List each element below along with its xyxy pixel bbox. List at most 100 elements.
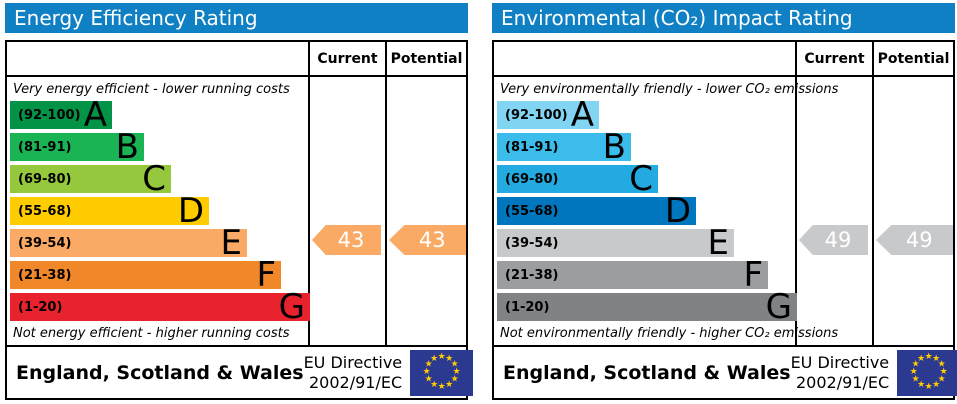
band-c-letter: C (142, 159, 166, 199)
eu-star-icon: ★ (917, 379, 926, 390)
energy-efficiency-panel: Energy Efficiency Rating Current Potenti… (5, 3, 474, 400)
band-d-range: (55-68) (505, 203, 559, 219)
eu-directive-label: EU Directive 2002/91/EC (791, 353, 890, 391)
eu-star-icon: ★ (445, 379, 454, 390)
panel-footer: England, Scotland & Wales EU Directive 2… (5, 345, 474, 400)
band-d-letter: D (177, 191, 204, 231)
eu-star-icon: ★ (937, 374, 946, 384)
band-b: (81-91) B (497, 127, 631, 167)
band-e-letter: E (707, 223, 729, 263)
potential-column-header: Potential (874, 42, 953, 77)
eu-star-icon: ★ (445, 353, 454, 364)
eu-directive-line1: EU Directive (790, 353, 890, 373)
energy-rating-table: Current Potential Very energy efficient … (5, 40, 468, 347)
potential-column-header: Potential (387, 42, 466, 77)
band-d-range: (55-68) (18, 203, 72, 219)
potential-rating-arrow: 43 (389, 225, 466, 255)
band-a-range: (92-100) (505, 107, 568, 123)
band-d: (55-68) D (10, 191, 209, 231)
band-g-range: (1-20) (18, 299, 63, 315)
band-b-range: (81-91) (505, 139, 559, 155)
band-a-range: (92-100) (18, 107, 81, 123)
band-b: (81-91) B (10, 130, 144, 164)
eu-directive-line1: EU Directive (303, 353, 403, 373)
bottom-note: Not energy efficient - higher running co… (13, 326, 290, 341)
top-note: Very energy efficient - lower running co… (13, 82, 290, 97)
band-e-letter: E (220, 223, 242, 263)
current-value-cell: 43 (310, 77, 387, 345)
band-b-range: (81-91) (18, 139, 72, 155)
panel-footer: England, Scotland & Wales EU Directive 2… (492, 345, 957, 400)
energy-bands-column: Very energy efficient - lower running co… (7, 77, 310, 345)
eu-star-icon: ★ (932, 353, 941, 364)
band-g-range: (1-20) (505, 299, 550, 315)
eu-flag-icon: ★ ★ ★ ★ ★ ★ ★ ★ ★ ★ ★ ★ (897, 349, 957, 396)
potential-rating-arrow: 49 (876, 225, 953, 255)
eu-star-icon: ★ (430, 379, 439, 390)
region-label: England, Scotland & Wales (16, 361, 304, 384)
band-a-letter: A (83, 95, 107, 135)
eu-star-icon: ★ (422, 366, 431, 377)
band-e-range: (39-54) (18, 235, 72, 251)
band-e: (39-54) E (497, 223, 734, 263)
eu-star-icon: ★ (911, 359, 920, 369)
current-rating-arrow: 43 (312, 225, 381, 255)
environmental-impact-panel: Environmental (CO₂) Impact Rating Curren… (492, 3, 957, 400)
panel-title-energy: Energy Efficiency Rating (5, 3, 468, 33)
current-rating-arrow: 49 (799, 225, 868, 255)
table-header-row: Current Potential (7, 42, 466, 77)
bottom-note: Not environmentally friendly - higher CO… (500, 326, 839, 341)
eu-directive-line2: 2002/91/EC (309, 372, 403, 392)
current-value-cell: 49 (797, 77, 874, 345)
co2-bands-column: Very environmentally friendly - lower CO… (494, 77, 839, 345)
band-a: (92-100) A (497, 98, 599, 132)
region-label: England, Scotland & Wales (503, 361, 791, 384)
eu-star-icon: ★ (437, 381, 446, 392)
band-g: (1-20) G (10, 287, 310, 327)
band-e: (39-54) E (10, 223, 247, 263)
band-c-range: (69-80) (505, 171, 559, 187)
eu-directive-label: EU Directive 2002/91/EC (304, 353, 403, 391)
band-f: (21-38) F (10, 258, 281, 292)
table-body-row: Very environmentally friendly - lower CO… (494, 77, 953, 345)
eu-directive-line2: 2002/91/EC (796, 372, 890, 392)
band-g-letter: G (278, 287, 305, 327)
potential-value-cell: 49 (874, 77, 953, 345)
eu-star-icon: ★ (939, 366, 948, 377)
band-f-letter: F (743, 255, 763, 295)
potential-value-cell: 43 (387, 77, 466, 345)
top-note: Very environmentally friendly - lower CO… (500, 82, 839, 97)
band-c: (69-80) C (10, 159, 171, 199)
eu-star-icon: ★ (430, 353, 439, 364)
band-c-range: (69-80) (18, 171, 72, 187)
band-f: (21-38) F (497, 255, 768, 295)
band-d: (55-68) D (497, 191, 696, 231)
current-column-header: Current (310, 42, 387, 77)
table-body-row: Very energy efficient - lower running co… (7, 77, 466, 345)
band-g: (1-20) G (497, 287, 797, 327)
panel-title-environmental: Environmental (CO₂) Impact Rating (492, 3, 955, 33)
band-e-range: (39-54) (505, 235, 559, 251)
band-g-letter: G (765, 287, 792, 327)
eu-star-icon: ★ (924, 351, 933, 362)
current-column-header: Current (797, 42, 874, 77)
eu-star-icon: ★ (911, 374, 920, 384)
eu-star-icon: ★ (909, 366, 918, 377)
header-spacer-cell (7, 42, 310, 77)
band-c: (69-80) C (497, 159, 658, 199)
header-spacer-cell (494, 42, 797, 77)
band-f-range: (21-38) (18, 267, 72, 283)
band-a: (92-100) A (10, 95, 112, 135)
band-d-letter: D (664, 191, 691, 231)
eu-star-icon: ★ (937, 359, 946, 369)
eu-star-icon: ★ (424, 374, 433, 384)
eu-star-icon: ★ (450, 359, 459, 369)
eu-star-icon: ★ (917, 353, 926, 364)
band-b-letter: B (602, 127, 626, 167)
band-c-letter: C (629, 159, 653, 199)
eu-star-icon: ★ (424, 359, 433, 369)
eu-star-icon: ★ (924, 381, 933, 392)
eu-star-icon: ★ (437, 351, 446, 362)
table-header-row: Current Potential (494, 42, 953, 77)
eu-star-icon: ★ (452, 366, 461, 377)
